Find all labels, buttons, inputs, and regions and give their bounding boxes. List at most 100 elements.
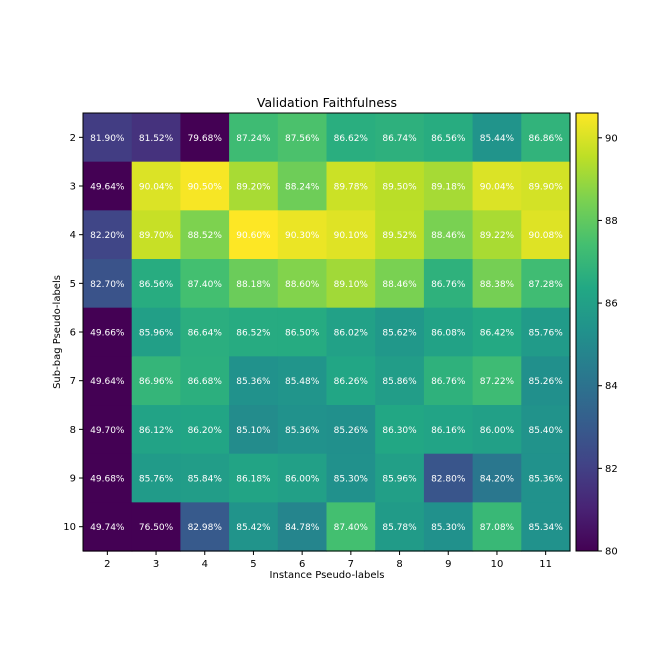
x-tick-label: 3 <box>153 559 159 570</box>
cell-value-label: 85.96% <box>382 475 417 485</box>
cell-value-label: 85.36% <box>236 377 271 387</box>
cell-value-label: 49.68% <box>90 475 125 485</box>
heatmap-cells <box>83 113 571 552</box>
heatmap-cell <box>131 210 181 260</box>
colorbar-tick-label: 80 <box>605 547 618 558</box>
cell-value-label: 87.24% <box>236 134 271 144</box>
cell-value-label: 86.76% <box>431 377 466 387</box>
heatmap-cell <box>277 453 328 503</box>
cell-value-label: 89.90% <box>528 183 563 193</box>
heatmap-cell <box>423 259 474 309</box>
heatmap-cell <box>131 161 181 211</box>
cell-value-label: 88.60% <box>285 280 320 290</box>
heatmap-cell <box>180 210 230 260</box>
heatmap-cell <box>326 453 376 503</box>
cell-value-label: 82.20% <box>90 231 125 241</box>
cell-value-label: 79.68% <box>188 134 223 144</box>
heatmap-cell <box>83 356 133 406</box>
heatmap-cell <box>180 307 230 357</box>
x-tick-label: 2 <box>104 559 110 570</box>
heatmap-cell <box>180 453 230 503</box>
cell-value-label: 86.56% <box>139 280 174 290</box>
x-tick-label: 5 <box>250 559 256 570</box>
heatmap-cell <box>229 405 279 455</box>
cell-value-label: 86.08% <box>431 329 466 339</box>
cell-value-label: 49.64% <box>90 377 125 387</box>
heatmap-cell <box>131 502 181 552</box>
cell-value-label: 82.80% <box>431 475 466 485</box>
heatmap-cell <box>83 405 133 455</box>
cell-value-label: 87.40% <box>188 280 223 290</box>
cell-value-label: 86.26% <box>334 377 369 387</box>
heatmap-cell <box>180 259 230 309</box>
cell-value-label: 89.20% <box>236 183 271 193</box>
heatmap-cell <box>277 259 328 309</box>
cell-value-label: 86.62% <box>334 134 369 144</box>
heatmap-cell <box>83 113 133 163</box>
heatmap-cell <box>375 453 425 503</box>
cell-value-label: 86.42% <box>480 329 515 339</box>
heatmap-cell <box>472 453 522 503</box>
heatmap-cell <box>326 259 376 309</box>
cell-value-label: 90.50% <box>188 183 223 193</box>
cell-value-label: 49.70% <box>90 426 125 436</box>
heatmap-cell <box>375 210 425 260</box>
heatmap-cell <box>521 210 571 260</box>
cell-value-label: 88.52% <box>188 231 223 241</box>
heatmap-cell <box>423 307 474 357</box>
heatmap-cell <box>180 161 230 211</box>
cell-value-label: 87.56% <box>285 134 320 144</box>
colorbar-tick-label: 82 <box>605 464 618 475</box>
cell-value-label: 86.56% <box>431 134 466 144</box>
chart-title: Validation Faithfulness <box>257 95 397 110</box>
heatmap-cell <box>83 161 133 211</box>
cell-value-label: 87.22% <box>480 377 515 387</box>
heatmap-cell <box>326 113 376 163</box>
cell-value-label: 88.46% <box>431 231 466 241</box>
x-tick-label: 9 <box>445 559 451 570</box>
y-tick-label: 9 <box>70 474 76 485</box>
heatmap-cell <box>375 502 425 552</box>
y-tick-label: 8 <box>70 425 76 436</box>
heatmap-cell <box>83 259 133 309</box>
cell-value-label: 85.30% <box>431 523 466 533</box>
heatmap-cell <box>83 210 133 260</box>
cell-value-label: 89.22% <box>480 231 515 241</box>
heatmap-cell <box>472 113 522 163</box>
cell-value-label: 86.18% <box>236 475 271 485</box>
heatmap-cell <box>423 161 474 211</box>
heatmap-cell <box>375 161 425 211</box>
heatmap-cell <box>229 502 279 552</box>
y-axis-ticks: 2 3 4 5 6 7 8 9 10 <box>63 133 83 533</box>
cell-value-label: 90.30% <box>285 231 320 241</box>
cell-value-label: 49.64% <box>90 183 125 193</box>
y-tick-label: 5 <box>70 279 76 290</box>
cell-value-label: 88.18% <box>236 280 271 290</box>
heatmap-cell <box>521 307 571 357</box>
heatmap-cell <box>521 161 571 211</box>
x-tick-label: 11 <box>539 559 552 570</box>
heatmap-cell <box>180 356 230 406</box>
cell-value-label: 86.00% <box>480 426 515 436</box>
heatmap-cell <box>472 210 522 260</box>
cell-value-label: 86.00% <box>285 475 320 485</box>
cell-value-label: 90.04% <box>139 183 174 193</box>
colorbar-tick-label: 86 <box>605 299 618 310</box>
cell-value-label: 49.66% <box>90 329 125 339</box>
heatmap-cell <box>326 405 376 455</box>
heatmap-cell <box>277 502 328 552</box>
heatmap-cell <box>131 405 181 455</box>
heatmap-cell <box>375 259 425 309</box>
cell-value-label: 85.36% <box>528 475 563 485</box>
heatmap-cell <box>277 210 328 260</box>
cell-value-label: 89.78% <box>334 183 369 193</box>
heatmap-cell <box>472 405 522 455</box>
cell-value-label: 85.86% <box>382 377 417 387</box>
colorbar-tick-label: 84 <box>605 381 618 392</box>
heatmap-cell <box>277 405 328 455</box>
cell-value-label: 82.98% <box>188 523 223 533</box>
colorbar-ticks: 80 82 84 86 88 90 <box>598 133 618 558</box>
heatmap-cell <box>326 210 376 260</box>
heatmap-cell <box>83 453 133 503</box>
